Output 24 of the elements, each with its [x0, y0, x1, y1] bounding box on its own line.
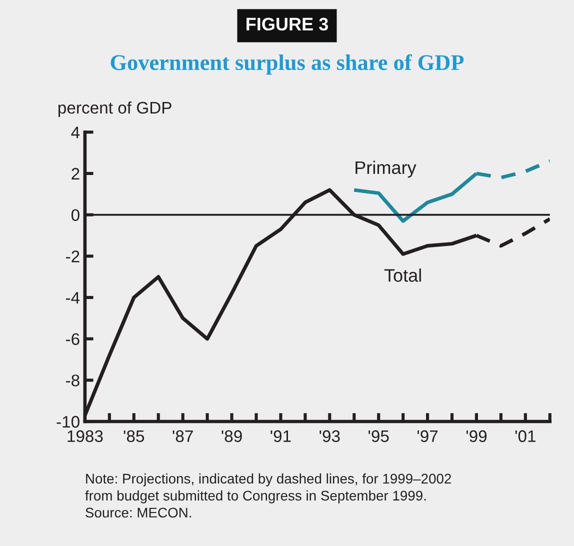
y-tick-label: 2: [72, 168, 80, 180]
x-tick-label: '97: [418, 430, 438, 442]
y-tick-label: -8: [66, 374, 80, 386]
y-tick-label: -4: [66, 292, 80, 304]
text: Note: Projections, indicated by dashed lines, for 1999–2002 from budget submitted to Congress in September 1999. Source: MECON.: [85, 473, 452, 518]
y-axis-title: percent of GDP: [58, 101, 172, 117]
x-tick-label: 1983: [68, 430, 103, 442]
y-tick-label: -2: [66, 250, 80, 262]
x-tick-label: '85: [124, 430, 144, 442]
caption: FIGURE 3: [246, 18, 328, 31]
series-label: Total: [384, 268, 421, 282]
x-tick-label: '01: [515, 430, 536, 442]
y-tick-label: -10: [56, 416, 80, 428]
x-tick-label: '99: [466, 430, 487, 442]
x-tick-label: '91: [270, 430, 291, 442]
y-tick-label: 0: [71, 209, 80, 222]
x-tick-label: '93: [320, 430, 340, 442]
series-label: Primary: [356, 160, 416, 178]
x-tick-label: '89: [222, 430, 242, 442]
y-tick-label: 4: [71, 126, 80, 138]
y-tick-label: -6: [66, 333, 80, 346]
x-tick-label: '87: [172, 430, 193, 442]
chart-title: Government surplus as share of GDP: [110, 54, 464, 75]
x-tick-label: '95: [368, 430, 389, 442]
